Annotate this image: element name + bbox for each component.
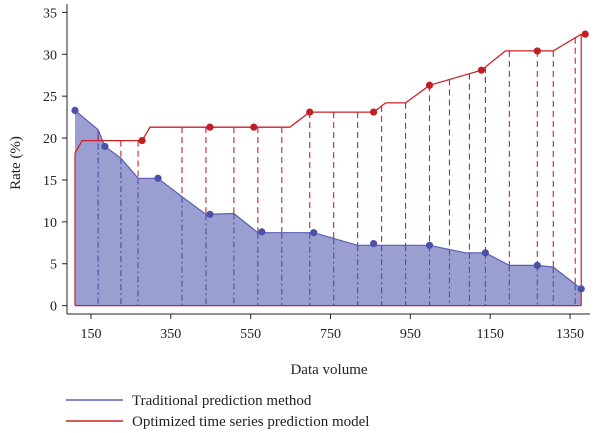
optimized-markers <box>138 30 589 145</box>
optimized-point <box>581 30 589 38</box>
traditional-point <box>154 174 162 182</box>
traditional-point <box>71 106 79 115</box>
traditional-point <box>425 241 434 249</box>
legend-label-traditional: Traditional prediction method <box>132 393 312 409</box>
traditional-point <box>206 210 214 218</box>
x-tick-label: 350 <box>160 327 181 342</box>
y-tick-label: 5 <box>50 258 57 273</box>
y-axis-title: Rate (%) <box>8 136 24 190</box>
traditional-point <box>481 249 489 257</box>
optimized-point <box>250 123 258 131</box>
y-tick-label: 15 <box>43 174 57 189</box>
axes: 150 350 550 750 950 1150 1350 0 5 10 15 20 25 30 35 <box>43 4 590 342</box>
traditional-point <box>310 229 318 237</box>
traditional-markers <box>71 106 585 293</box>
optimized-point <box>533 47 541 55</box>
x-tick-label: 750 <box>320 327 341 342</box>
x-tick-label: 150 <box>80 327 101 342</box>
optimized-point <box>477 66 486 74</box>
optimized-point <box>370 108 378 116</box>
y-tick-label: 35 <box>43 6 57 21</box>
traditional-area-fill <box>75 110 582 306</box>
traditional-point <box>370 240 378 248</box>
x-tick-label: 1150 <box>476 327 503 342</box>
traditional-point <box>533 261 541 270</box>
legend-label-optimized: Optimized time series prediction model <box>132 414 369 430</box>
x-axis-title: Data volume <box>290 362 367 378</box>
y-tick-label: 30 <box>43 48 57 63</box>
legend: Traditional prediction method Optimized … <box>66 393 369 430</box>
traditional-point <box>258 228 266 236</box>
traditional-point <box>101 142 109 151</box>
optimized-point <box>306 108 314 116</box>
optimized-point <box>425 81 434 89</box>
y-axis-ticks: 0 5 10 15 20 25 30 35 <box>43 6 67 315</box>
optimized-point <box>138 136 146 145</box>
traditional-series-line <box>74 109 582 290</box>
optimized-point <box>206 123 214 131</box>
x-tick-label: 1350 <box>556 327 584 342</box>
optimized-series-line <box>74 33 582 154</box>
traditional-point <box>577 285 585 293</box>
x-tick-label: 550 <box>240 327 261 342</box>
connector-lines <box>74 34 582 307</box>
y-tick-label: 10 <box>43 216 57 231</box>
y-tick-label: 20 <box>43 132 57 147</box>
x-tick-label: 950 <box>400 327 421 342</box>
plot-area <box>71 30 589 307</box>
y-tick-label: 0 <box>50 300 57 315</box>
x-axis-ticks: 150 350 550 750 950 1150 1350 <box>80 314 584 342</box>
y-tick-label: 25 <box>43 90 57 105</box>
